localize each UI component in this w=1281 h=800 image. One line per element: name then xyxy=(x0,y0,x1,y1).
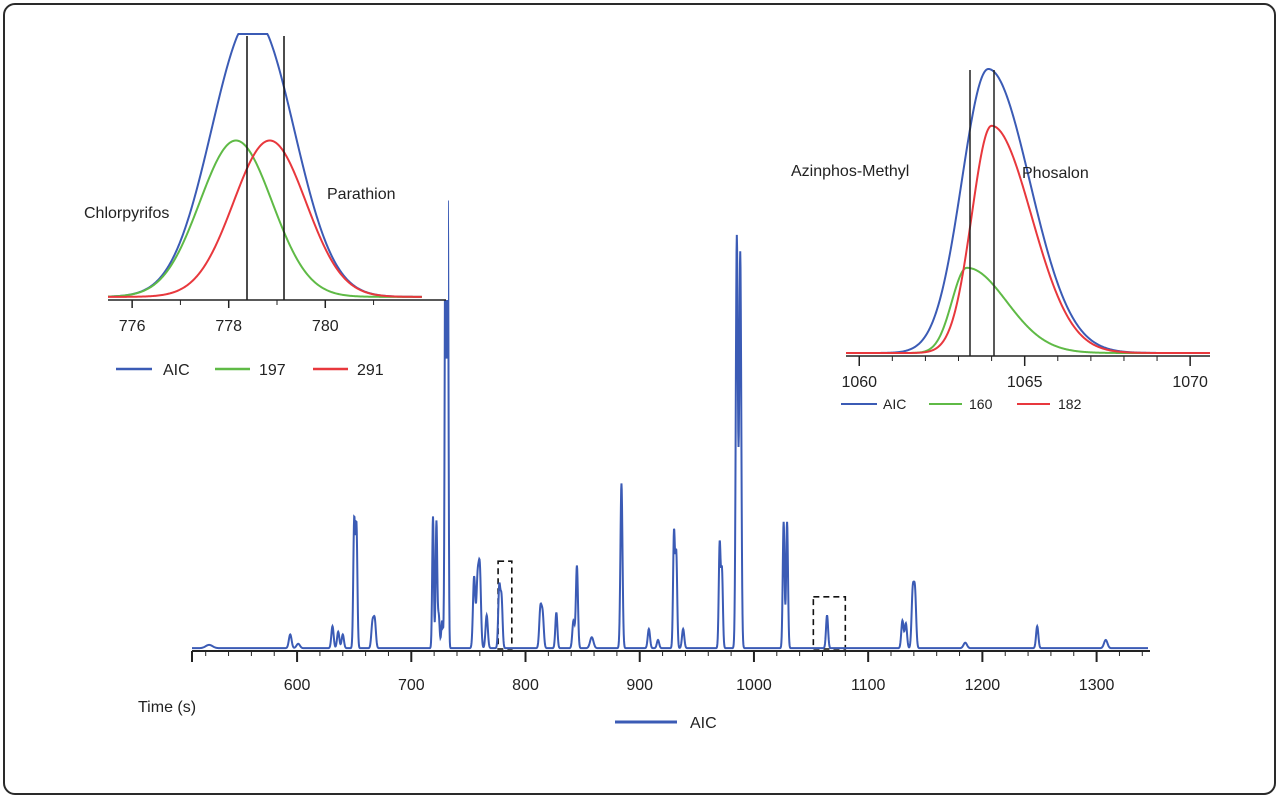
inset-right-x-tick-label: 1070 xyxy=(1172,374,1208,391)
main-plot: 600 700 800 900 1000 1100 1200 1300 Time (s) AI… xyxy=(138,146,1150,732)
inset-left-background xyxy=(108,30,448,300)
main-x-tick-label: 1100 xyxy=(851,677,886,694)
main-x-tick-label: 600 xyxy=(284,677,311,694)
inset-left-x-ticks: 776 778 780 xyxy=(119,300,375,335)
inset-left-legend-197: 197 xyxy=(259,362,286,379)
inset-right: 1060 1065 1070 Azinphos-Methyl Phosalon AI… xyxy=(791,68,1210,412)
zoom-box xyxy=(812,596,847,650)
main-legend-label: AIC xyxy=(690,715,717,732)
inset-right-aic-line xyxy=(846,68,1210,355)
inset-right-x-ticks: 1060 1065 1070 xyxy=(841,356,1208,391)
inset-right-182-line xyxy=(846,124,1210,355)
main-x-tick-label: 900 xyxy=(626,677,653,694)
inset-left-legend-291: 291 xyxy=(357,362,384,379)
main-x-tick-label: 700 xyxy=(398,677,425,694)
inset-left-plot-area xyxy=(108,30,448,300)
inset-right-x-tick-label: 1065 xyxy=(1007,374,1043,391)
main-x-tick-label: 800 xyxy=(512,677,539,694)
inset-right-legend-aic: AIC xyxy=(883,396,906,412)
annotation-phosalon: Phosalon xyxy=(1022,165,1089,182)
main-x-tick-label: 1000 xyxy=(736,677,772,694)
main-x-tick-label: 1300 xyxy=(1079,677,1115,694)
main-aic-line xyxy=(192,146,1148,650)
annotation-chlorpyrifos: Chlorpyrifos xyxy=(84,205,169,222)
main-x-axis-label: Time (s) xyxy=(138,699,196,716)
inset-right-legend-182: 182 xyxy=(1058,396,1082,412)
main-x-ticks: 600 700 800 900 1000 1100 1200 1300 xyxy=(191,651,1143,694)
inset-left: 776 778 780 Chlorpyrifos Parathion AIC 197… xyxy=(84,30,448,379)
inset-left-legend-aic: AIC xyxy=(163,362,190,379)
inset-left-x-tick-label: 776 xyxy=(119,318,146,335)
inset-right-legend-160: 160 xyxy=(969,396,993,412)
inset-left-x-tick-label: 780 xyxy=(312,318,339,335)
inset-left-291-line xyxy=(108,139,422,298)
inset-right-160-line xyxy=(846,266,1210,355)
annotation-azinphos-methyl: Azinphos-Methyl xyxy=(791,163,909,180)
zoom-box xyxy=(497,560,513,650)
inset-left-197-line xyxy=(107,139,422,298)
inset-right-x-tick-label: 1060 xyxy=(841,374,877,391)
zoom-boxes xyxy=(497,560,847,650)
inset-left-x-tick-label: 778 xyxy=(215,318,242,335)
main-x-tick-label: 1200 xyxy=(965,677,1001,694)
annotation-parathion: Parathion xyxy=(327,186,396,203)
